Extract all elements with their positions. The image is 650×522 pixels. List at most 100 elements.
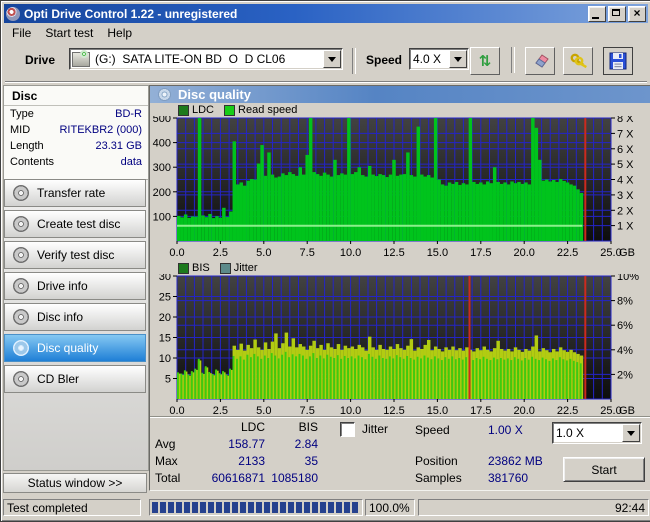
disc-type-label: Type bbox=[10, 108, 34, 120]
test-speed-dropdown-arrow-icon[interactable] bbox=[622, 424, 640, 442]
sidebar-item-drive-info[interactable]: Drive info bbox=[4, 272, 146, 300]
cd-icon bbox=[13, 216, 29, 232]
cd-icon bbox=[13, 371, 29, 387]
sidebar-item-cd-bler[interactable]: CD Bler bbox=[4, 365, 146, 393]
sidebar-item-label: Transfer rate bbox=[37, 186, 106, 200]
cd-icon bbox=[13, 309, 29, 325]
minimize-icon bbox=[592, 16, 599, 19]
svg-text:6 X: 6 X bbox=[617, 144, 634, 156]
svg-text:20.0: 20.0 bbox=[513, 405, 534, 417]
stats-total-bis: 1085180 bbox=[271, 471, 318, 485]
jitter-checkbox[interactable] bbox=[340, 422, 355, 437]
bis-jitter-chart: 5 10 15 20 25 30 2% 4% 6% 8% 10% 0.0 2.5 5.0 7.5 10.0 12… bbox=[150, 271, 648, 420]
cd-icon bbox=[13, 185, 29, 201]
samples-label: Samples bbox=[415, 471, 462, 485]
cd-icon bbox=[13, 340, 29, 356]
sidebar-item-transfer-rate[interactable]: Transfer rate bbox=[4, 179, 146, 207]
sidebar-item-disc-info[interactable]: Disc info bbox=[4, 303, 146, 331]
elapsed-time: 92:44 bbox=[418, 499, 649, 516]
svg-text:400: 400 bbox=[153, 138, 171, 150]
svg-text:GB: GB bbox=[619, 247, 635, 259]
sidebar-item-label: Verify test disc bbox=[37, 248, 115, 262]
svg-text:20: 20 bbox=[159, 312, 171, 324]
svg-text:500: 500 bbox=[153, 116, 171, 125]
svg-text:200: 200 bbox=[153, 187, 171, 199]
menu-file[interactable]: File bbox=[12, 26, 32, 40]
cd-icon bbox=[13, 247, 29, 263]
sidebar-item-label: Drive info bbox=[37, 279, 88, 293]
sidebar-item-label: CD Bler bbox=[37, 372, 80, 386]
svg-text:GB: GB bbox=[619, 405, 635, 417]
menu-bar: File Start test Help bbox=[5, 24, 647, 42]
menu-start-test[interactable]: Start test bbox=[45, 26, 94, 40]
svg-text:4%: 4% bbox=[617, 345, 633, 357]
register-button[interactable] bbox=[563, 47, 593, 75]
app-cd-icon bbox=[6, 6, 20, 21]
svg-text:25: 25 bbox=[159, 292, 171, 304]
eraser-icon bbox=[535, 54, 549, 68]
cd-icon bbox=[13, 278, 29, 294]
legend-swatch-jitter bbox=[219, 262, 231, 274]
sidebar-item-label: Create test disc bbox=[37, 217, 121, 231]
speed-dropdown-arrow-icon[interactable] bbox=[449, 50, 467, 68]
bis-chart-legend: BIS Jitter bbox=[178, 262, 268, 274]
svg-text:7.5: 7.5 bbox=[300, 247, 315, 259]
refresh-button[interactable]: ⇅ bbox=[470, 47, 500, 75]
disc-contents-label: Contents bbox=[10, 156, 55, 168]
svg-text:1 X: 1 X bbox=[617, 221, 634, 233]
disc-info-row-contents: Contents data bbox=[4, 154, 148, 170]
sidebar-item-create-test-disc[interactable]: Create test disc bbox=[4, 210, 146, 238]
disc-mid-value: RITEKBR2 (000) bbox=[59, 124, 142, 136]
maximize-button[interactable] bbox=[608, 5, 626, 22]
svg-text:15.0: 15.0 bbox=[427, 405, 448, 417]
disc-length-value: 23.31 GB bbox=[95, 140, 142, 152]
svg-text:12.5: 12.5 bbox=[383, 405, 404, 417]
toolbar-separator-2 bbox=[511, 47, 515, 73]
disc-quality-panel: Disc quality LDC Read speed 100 200 300 400… bbox=[149, 85, 650, 491]
speed-combobox[interactable]: 4.0 X bbox=[409, 48, 469, 70]
refresh-icon: ⇅ bbox=[478, 52, 492, 70]
speed-label: Speed bbox=[366, 53, 403, 67]
minimize-button[interactable] bbox=[588, 5, 606, 22]
stats-total-label: Total bbox=[155, 471, 181, 485]
start-button[interactable]: Start bbox=[563, 457, 645, 482]
svg-text:20.0: 20.0 bbox=[513, 247, 534, 259]
jitter-checkbox-label: Jitter bbox=[362, 422, 389, 436]
drive-dropdown-arrow-icon[interactable] bbox=[323, 50, 341, 68]
drive-combobox-value: (G:) SATA LITE-ON BD O D CL06 bbox=[95, 52, 286, 66]
legend-swatch-read-speed bbox=[224, 104, 236, 116]
bis-chart-block: BIS Jitter 5 10 15 20 25 30 2% 4% 6% 8% 10% 0.0 2.5 5… bbox=[150, 262, 648, 420]
window-title: Opti Drive Control 1.22 - unregistered bbox=[24, 6, 238, 21]
svg-text:25.0: 25.0 bbox=[600, 405, 621, 417]
toolbar: Drive (G:) SATA LITE-ON BD O D CL06 Spee… bbox=[5, 43, 647, 82]
sidebar-item-verify-test-disc[interactable]: Verify test disc bbox=[4, 241, 146, 269]
svg-text:17.5: 17.5 bbox=[470, 247, 491, 259]
progress-percent: 100.0% bbox=[365, 499, 415, 516]
menu-help[interactable]: Help bbox=[107, 26, 133, 40]
test-speed-combobox-value: 1.0 X bbox=[556, 426, 585, 440]
erase-disc-button[interactable] bbox=[525, 47, 555, 75]
panel-title: Disc quality bbox=[178, 87, 251, 102]
save-icon bbox=[609, 52, 627, 70]
position-value: 23862 MB bbox=[488, 454, 543, 468]
save-button[interactable] bbox=[603, 47, 633, 75]
svg-text:25.0: 25.0 bbox=[600, 247, 621, 259]
svg-text:10: 10 bbox=[159, 353, 171, 365]
close-button[interactable]: × bbox=[628, 5, 646, 22]
svg-text:300: 300 bbox=[153, 162, 171, 174]
close-icon: × bbox=[633, 5, 641, 20]
disc-type-value: BD-R bbox=[115, 108, 142, 120]
drive-combobox[interactable]: (G:) SATA LITE-ON BD O D CL06 bbox=[69, 48, 343, 70]
svg-text:2 X: 2 X bbox=[617, 205, 634, 217]
sidebar-item-disc-quality[interactable]: Disc quality bbox=[4, 334, 146, 362]
title-bar[interactable]: Opti Drive Control 1.22 - unregistered × bbox=[4, 4, 648, 23]
test-speed-combobox[interactable]: 1.0 X bbox=[552, 422, 642, 444]
status-window-button[interactable]: Status window >> bbox=[3, 473, 147, 493]
svg-text:10.0: 10.0 bbox=[340, 247, 361, 259]
status-bar: Test completed 100.0% 92:44 bbox=[1, 497, 650, 519]
panel-header: Disc quality bbox=[150, 86, 650, 103]
svg-text:2%: 2% bbox=[617, 369, 633, 381]
svg-text:5.0: 5.0 bbox=[256, 405, 271, 417]
progress-bar bbox=[149, 499, 363, 516]
svg-text:10%: 10% bbox=[617, 274, 639, 283]
